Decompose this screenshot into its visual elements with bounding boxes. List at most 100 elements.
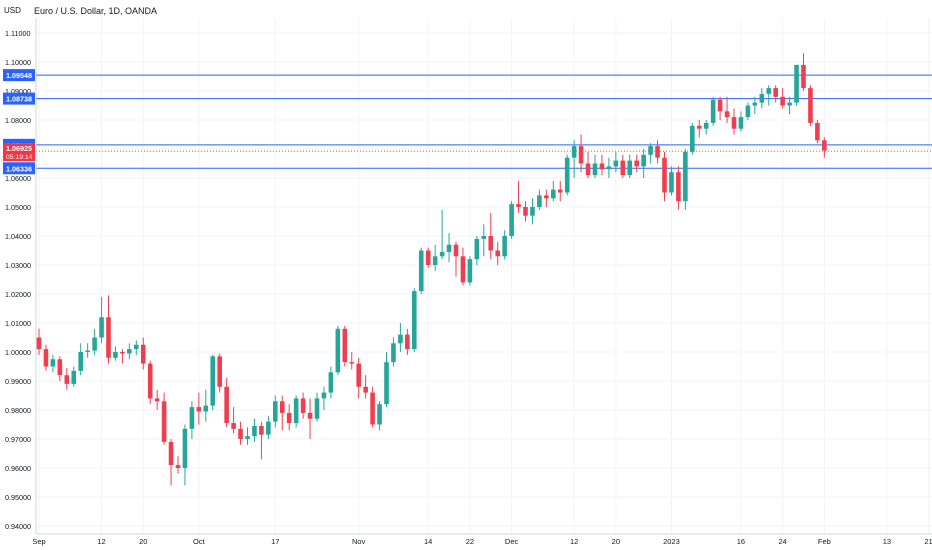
candle-body — [161, 401, 167, 442]
candle-body — [342, 328, 348, 363]
candle-body — [370, 392, 375, 425]
candle-body — [252, 425, 257, 437]
candle-body — [405, 334, 410, 350]
candle-body — [307, 412, 313, 419]
candle-body — [780, 96, 785, 106]
y-tick-label: 1.09000 — [5, 87, 31, 96]
candle-body — [773, 88, 778, 97]
candle-body — [439, 251, 445, 257]
candle-body — [509, 204, 514, 236]
candle-body — [606, 166, 612, 170]
candle-body — [196, 407, 202, 412]
y-tick-label: 1.01000 — [5, 319, 31, 328]
unit-label: USD — [4, 6, 21, 15]
y-tick-label: 1.03000 — [5, 261, 31, 270]
level-tag-label: 1.06336 — [6, 164, 32, 173]
candle-body — [571, 146, 577, 158]
candle-body — [766, 88, 772, 94]
candle-body — [175, 465, 181, 468]
y-tick-label: 1.02000 — [5, 290, 31, 299]
candle-body — [683, 151, 688, 202]
current-price-label: 1.06925 — [6, 144, 32, 153]
candle-body — [127, 349, 132, 354]
candle-body — [488, 236, 494, 251]
y-tick-label: 1.05000 — [5, 203, 31, 212]
x-tick-label: 12 — [97, 537, 105, 546]
candle-body — [57, 359, 63, 376]
candle-body — [238, 428, 243, 439]
x-tick-label: 20 — [612, 537, 620, 546]
x-tick-label: 13 — [883, 537, 891, 546]
candle-body — [147, 363, 153, 399]
y-tick-label: 1.04000 — [5, 232, 31, 241]
candle-body — [717, 99, 723, 112]
candle-body — [502, 236, 507, 257]
x-tick-label: Dec — [505, 537, 519, 546]
candle-body — [599, 163, 605, 170]
candle-body — [669, 172, 674, 193]
candle-body — [418, 250, 424, 292]
candle-body — [78, 352, 83, 371]
y-tick-label: 0.98000 — [5, 406, 31, 415]
candles — [36, 53, 827, 486]
candle-body — [634, 160, 639, 167]
y-tick-label: 0.94000 — [5, 522, 31, 531]
candle-body — [154, 398, 160, 402]
candle-body — [356, 363, 361, 387]
y-axis: 1.110001.100001.090001.080001.070001.060… — [5, 18, 37, 534]
candle-body — [467, 259, 473, 283]
candle-body — [794, 64, 799, 103]
candle-body — [43, 349, 49, 367]
candle-body — [168, 441, 174, 466]
level-tag — [3, 69, 35, 82]
grid-lines — [36, 18, 932, 534]
candle-body — [738, 117, 744, 129]
candle-body — [564, 157, 570, 193]
candle-body — [530, 207, 535, 216]
x-tick-label: Sep — [32, 537, 45, 546]
level-tag-label: 1.09548 — [6, 71, 32, 80]
y-tick-label: 0.96000 — [5, 464, 31, 473]
candle-body — [710, 99, 716, 123]
x-tick-label: 24 — [778, 537, 786, 546]
y-tick-label: 0.97000 — [5, 435, 31, 444]
candle-body — [620, 160, 626, 176]
candle-body — [662, 157, 667, 193]
x-tick-label: 12 — [570, 537, 578, 546]
candle-body — [578, 146, 584, 164]
candle-body — [64, 375, 70, 384]
candle-body — [99, 317, 104, 338]
candle-body — [182, 428, 188, 468]
candle-body — [286, 412, 292, 424]
candle-body — [71, 370, 77, 384]
candle-body — [92, 337, 97, 351]
candle-body — [391, 343, 396, 363]
candle-body — [398, 334, 403, 344]
candle-body — [759, 93, 765, 103]
candle-body — [113, 352, 118, 358]
candle-body — [321, 392, 327, 399]
y-tick-label: 0.95000 — [5, 493, 31, 502]
candle-body — [544, 195, 549, 199]
y-tick-label: 1.11000 — [5, 29, 30, 38]
candle-body — [822, 140, 827, 151]
x-tick-label: 16 — [737, 537, 745, 546]
x-tick-label: Oct — [193, 537, 206, 546]
y-tick-label: 1.08000 — [5, 116, 31, 125]
candle-body — [432, 256, 438, 265]
candle-body — [314, 398, 320, 419]
candle-body — [815, 122, 820, 141]
y-tick-label: 1.10000 — [5, 58, 31, 67]
candle-body — [655, 146, 660, 158]
level-tag-label: 1.08738 — [6, 95, 32, 104]
x-axis: Sep 12 20 Oct 17 Nov 14 22 Dec 12 20 2023 16 24 Feb 13 2… — [32, 533, 932, 546]
candle-body — [752, 102, 758, 106]
y-tick-label: 1.00000 — [5, 348, 31, 357]
candle-body — [259, 425, 264, 435]
candle-body — [363, 386, 368, 393]
candle-body — [425, 250, 431, 265]
candle-body — [696, 125, 702, 129]
candle-body — [613, 160, 619, 167]
candle-body — [134, 344, 139, 350]
